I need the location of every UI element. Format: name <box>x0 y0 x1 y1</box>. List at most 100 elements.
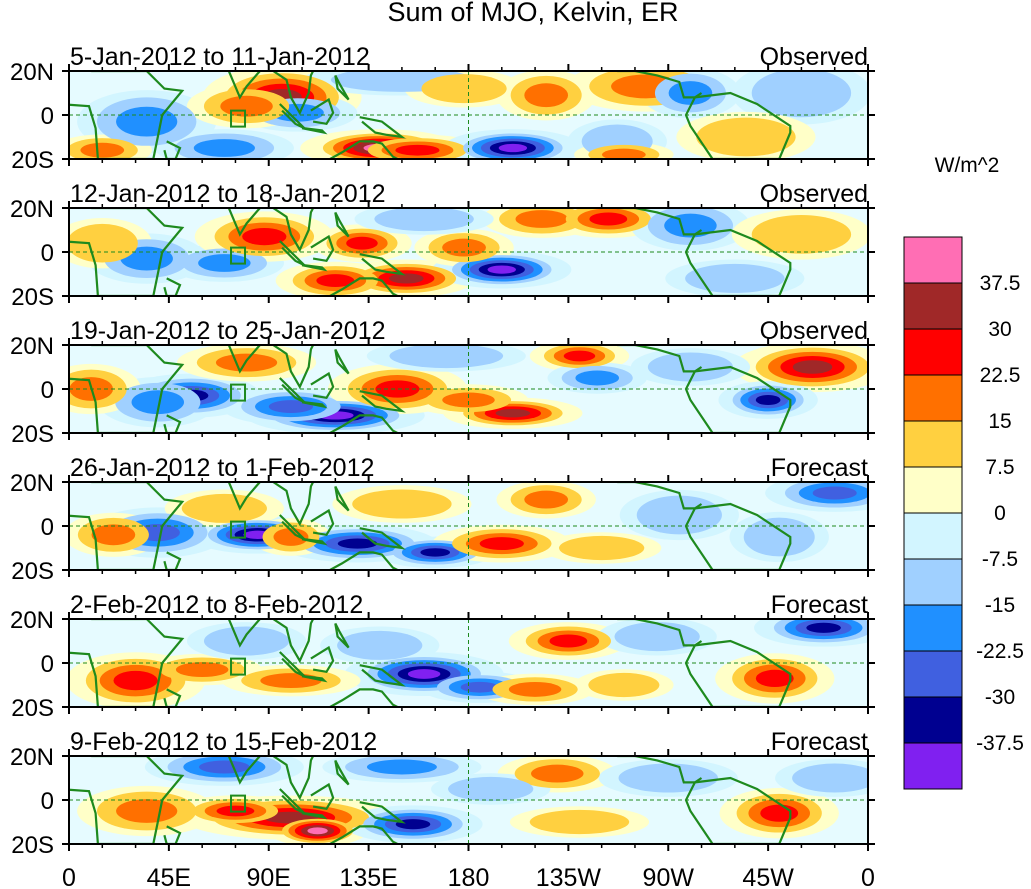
field-contours <box>69 345 868 433</box>
colorbar-level-label: 37.5 <box>980 272 1021 295</box>
contour-level <box>618 763 718 793</box>
coastline <box>310 371 335 400</box>
contour-level <box>563 350 596 362</box>
coastline <box>279 103 306 130</box>
contour-level <box>407 669 441 679</box>
contour-level <box>614 622 700 652</box>
coastline <box>319 277 398 296</box>
contour-level <box>220 95 273 117</box>
panel-6: 20N 0 20S 9-Feb-2012 to 15-Feb-2012 Forecast <box>10 728 875 859</box>
y-tick-label: 20S <box>11 421 54 448</box>
colorbar-level-label: -7.5 <box>982 548 1018 571</box>
x-tick-label: 135E <box>339 864 397 889</box>
y-tick-label: 20N <box>10 333 54 360</box>
colorbar: W/m^2 37.5 30 22.5 15 7.5 0 -7.5 -15 -22.5 -30 -37… <box>903 154 1024 790</box>
contour-level <box>116 799 178 823</box>
contour-level <box>69 223 138 263</box>
coastline <box>163 825 182 844</box>
contour-level <box>113 670 158 691</box>
coastline <box>272 619 315 664</box>
contour-level <box>260 673 322 689</box>
colorbar-swatch <box>903 696 963 744</box>
coastline <box>279 788 306 815</box>
coastline <box>272 208 315 253</box>
contour-level <box>395 819 431 830</box>
y-tick-label: 20N <box>10 59 54 86</box>
contour-level <box>755 669 794 688</box>
y-tick-label: 0 <box>41 240 54 267</box>
coastline <box>334 74 350 101</box>
region-box-marker <box>230 246 247 265</box>
coastlines <box>69 208 792 296</box>
field-contours <box>69 71 868 159</box>
colorbar-level-label: 22.5 <box>980 364 1021 387</box>
panel-5: 20N 0 20S 2-Feb-2012 to 8-Feb-2012 Forecast <box>10 591 875 722</box>
panel-2: 20N 0 20S 12-Jan-2012 to 18-Jan-2012 Observe… <box>10 180 875 311</box>
panel-date-range: 19-Jan-2012 to 25-Jan-2012 <box>70 317 386 345</box>
contour-level <box>743 517 815 557</box>
colorbar-swatch <box>903 420 963 468</box>
coastline <box>684 502 792 570</box>
colorbar-level-label: 15 <box>988 410 1011 433</box>
coastline <box>319 414 398 433</box>
coastline <box>301 127 328 135</box>
coastline <box>226 482 264 511</box>
colorbar-swatch <box>903 512 963 560</box>
y-tick-label: 0 <box>41 103 54 130</box>
contour-level <box>374 208 474 232</box>
contour-level <box>181 493 267 523</box>
contour-level <box>792 763 868 793</box>
y-tick-label: 20N <box>10 196 54 223</box>
contour-level <box>442 392 495 408</box>
colorbar-level-label: 0 <box>994 502 1006 525</box>
coastline <box>359 801 406 824</box>
contour-level <box>696 117 796 157</box>
contour-level <box>760 804 799 822</box>
coastline <box>334 622 350 649</box>
coastline <box>359 390 406 413</box>
coastline <box>69 619 185 707</box>
contour-level <box>131 390 185 415</box>
x-tick-label: 0 <box>62 864 76 889</box>
contour-level <box>395 144 440 156</box>
contour-level <box>495 408 531 418</box>
colorbar-swatch <box>903 742 963 790</box>
panel-1: 20N 0 20S 5-Jan-2012 to 11-Jan-2012 Observed <box>10 43 875 174</box>
contour-level <box>199 760 250 774</box>
y-tick-label: 20S <box>11 284 54 311</box>
contour-level <box>421 74 507 104</box>
coastline <box>334 485 350 512</box>
x-axis: 0 45E 90E 135E 180 135W 90W 45W 0 <box>62 864 875 889</box>
colorbar-swatch <box>903 466 963 514</box>
contour-level <box>792 360 833 374</box>
panel-type-label: Forecast <box>771 454 868 482</box>
coastlines <box>69 71 792 159</box>
y-tick-label: 20N <box>10 607 54 634</box>
coastlines <box>69 756 792 844</box>
panels-group: 20N 0 20S 5-Jan-2012 to 11-Jan-2012 Observed… <box>10 43 875 859</box>
coastline <box>279 377 306 404</box>
coastline <box>226 71 264 100</box>
contour-level <box>352 489 452 519</box>
contour-level <box>751 215 852 254</box>
x-tick-label: 0 <box>861 864 875 889</box>
y-tick-label: 0 <box>41 651 54 678</box>
contour-level <box>80 142 125 158</box>
coastline <box>684 776 792 844</box>
y-tick-label: 0 <box>41 788 54 815</box>
contour-level <box>198 254 251 272</box>
coastline <box>272 345 315 390</box>
contour-level <box>273 528 309 546</box>
contour-level <box>337 538 378 549</box>
contour-level <box>215 353 278 372</box>
coastline <box>310 508 335 537</box>
contour-level <box>668 81 713 105</box>
coastlines <box>69 619 792 707</box>
y-tick-label: 20S <box>11 695 54 722</box>
contour-level <box>559 535 645 561</box>
coastline <box>310 645 335 674</box>
contour-level <box>524 490 569 509</box>
colorbar-level-label: -37.5 <box>976 732 1024 755</box>
colorbar-level-label: -15 <box>985 594 1015 617</box>
